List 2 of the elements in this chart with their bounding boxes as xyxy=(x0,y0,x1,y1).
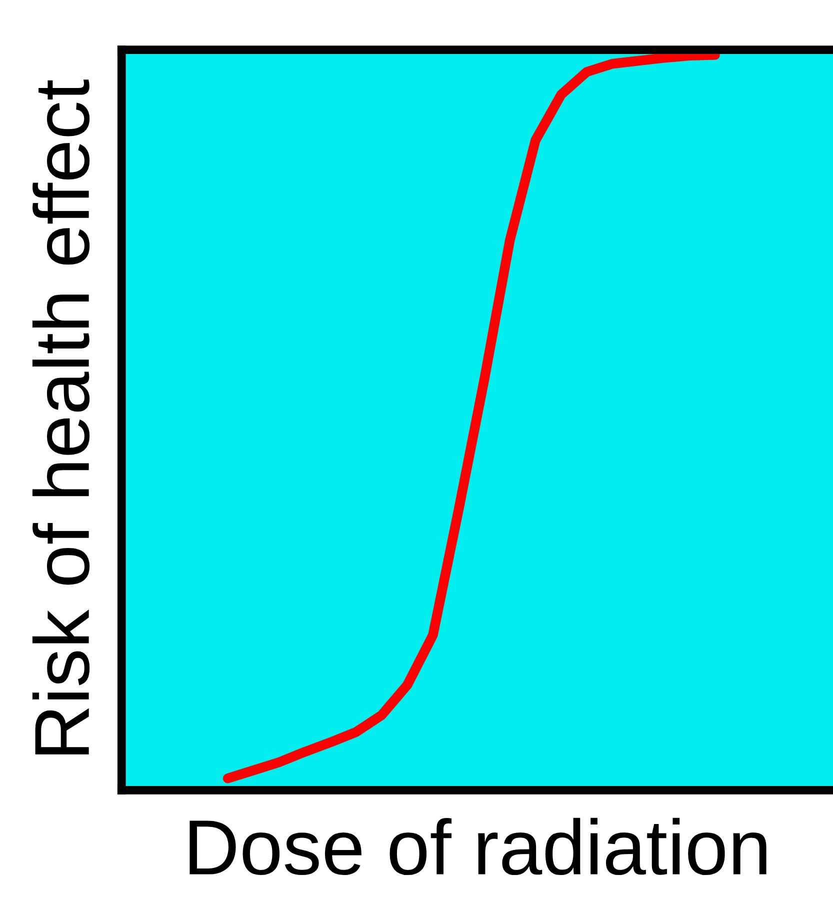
y-axis-title: Risk of health effect xyxy=(32,80,90,754)
x-axis-title: Dose of radiation xyxy=(190,818,766,876)
